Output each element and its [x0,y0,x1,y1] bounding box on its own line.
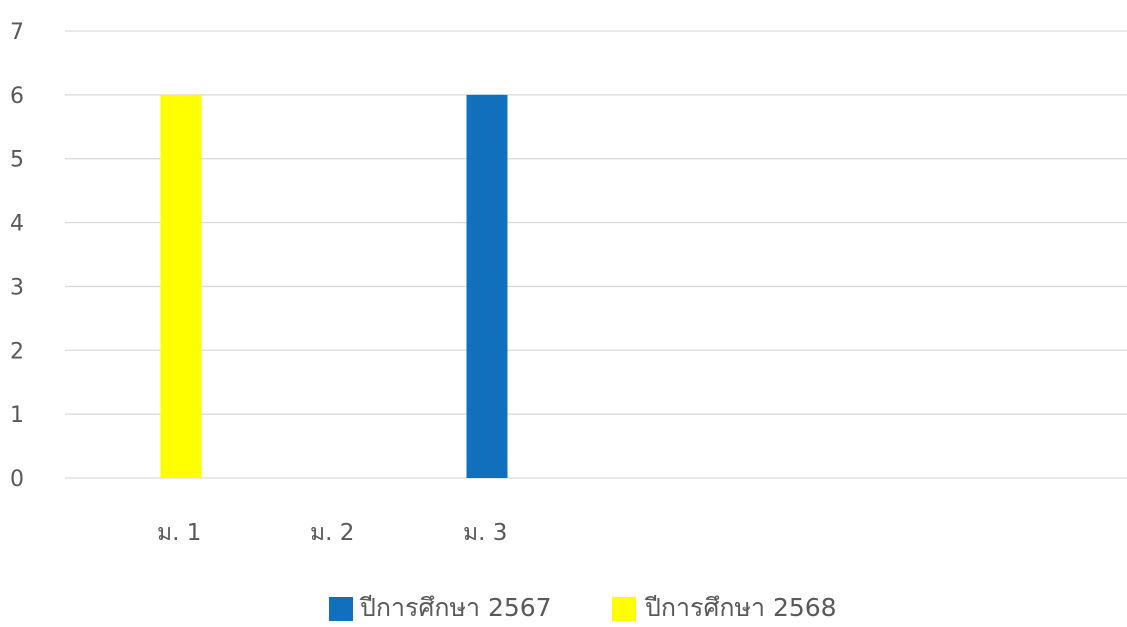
legend: ปีการศึกษา 2567 ปีการศึกษา 2568 [329,593,837,622]
gridlines [65,30,1127,479]
y-tick-label: 2 [10,339,24,364]
y-tick-label: 7 [10,20,24,45]
y-tick-label: 4 [10,212,24,237]
legend-label: ปีการศึกษา 2567 [359,593,551,622]
bars [160,94,508,478]
y-tick-label: 6 [10,84,24,109]
y-tick-label: 3 [10,275,24,300]
y-axis-ticks: 0 1 2 3 4 5 6 7 [10,20,24,492]
legend-swatch [329,597,353,621]
y-tick-label: 5 [10,148,24,173]
legend-swatch [612,597,636,621]
x-tick-label: ม. 3 [463,520,507,546]
x-tick-label: ม. 2 [310,520,354,546]
y-tick-label: 1 [10,403,24,428]
y-tick-label: 0 [10,467,24,492]
bar [466,94,508,478]
bar [160,94,202,478]
x-tick-label: ม. 1 [157,520,201,546]
x-axis-ticks: ม. 1 ม. 2 ม. 3 [157,520,507,546]
legend-label: ปีการศึกษา 2568 [644,593,836,622]
